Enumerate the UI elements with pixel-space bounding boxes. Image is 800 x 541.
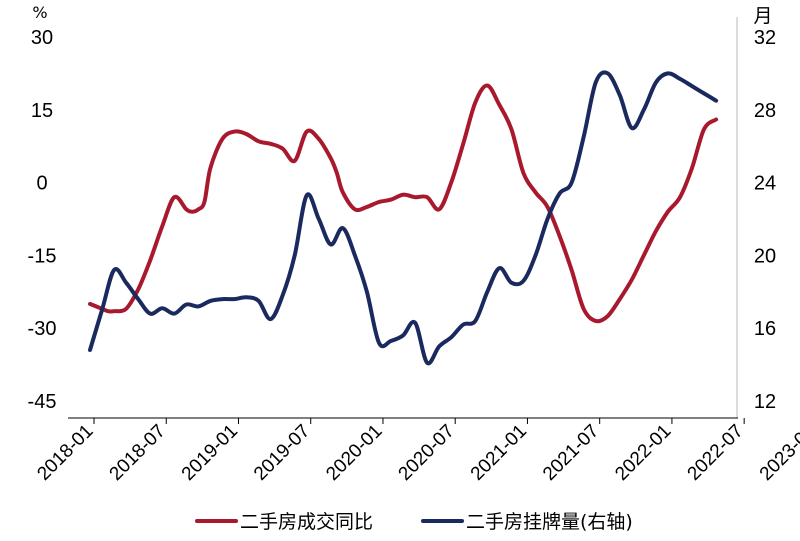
legend-label-series-2: 二手房挂牌量(右轴) bbox=[466, 511, 633, 533]
series-lines bbox=[88, 70, 719, 366]
series-line-1 bbox=[88, 83, 719, 324]
right-axis-ticks: 32 28 24 20 16 12 bbox=[754, 27, 776, 413]
right-tick-label: 16 bbox=[754, 318, 776, 340]
x-tick-label: 2022-07 bbox=[684, 421, 748, 485]
right-tick-label: 28 bbox=[754, 100, 776, 122]
x-tick-label: 2019-01 bbox=[178, 421, 242, 485]
left-tick-label: 30 bbox=[31, 27, 53, 49]
left-axis-unit: % bbox=[32, 3, 47, 22]
right-tick-label: 12 bbox=[754, 391, 776, 413]
x-tick-label: 2022-01 bbox=[611, 421, 675, 485]
legend: 二手房成交同比 二手房挂牌量(右轴) bbox=[195, 511, 633, 533]
forecast-shaded-region bbox=[736, 17, 738, 418]
left-tick-label: -15 bbox=[28, 245, 57, 267]
right-tick-label: 20 bbox=[754, 245, 776, 267]
x-tick-label: 2021-07 bbox=[539, 421, 603, 485]
x-tick-label: 2018-01 bbox=[33, 421, 97, 485]
left-axis-ticks: 30 15 0 -15 -30 -45 bbox=[28, 27, 57, 413]
series-line-2-shaded-part bbox=[90, 72, 716, 363]
legend-label-series-1: 二手房成交同比 bbox=[240, 511, 373, 533]
left-tick-label: 15 bbox=[31, 100, 53, 122]
right-tick-label: 24 bbox=[754, 173, 776, 195]
left-tick-label: -30 bbox=[28, 318, 57, 340]
shaded-region-rect bbox=[736, 17, 738, 418]
x-axis-ticks: 2018-01 2018-07 2019-01 2019-07 2020-01 2020-… bbox=[33, 418, 800, 485]
right-axis-unit: 月 bbox=[753, 5, 772, 27]
series-line-2 bbox=[88, 70, 719, 366]
x-tick-label: 2021-01 bbox=[467, 421, 531, 485]
x-tick-label: 2018-07 bbox=[106, 421, 170, 485]
x-tick-label: 2019-07 bbox=[250, 421, 314, 485]
left-tick-label: -45 bbox=[28, 391, 57, 413]
x-tick-label: 2023-01 bbox=[756, 421, 800, 485]
x-tick-label: 2020-01 bbox=[322, 421, 386, 485]
left-tick-label: 0 bbox=[36, 173, 47, 195]
x-tick-label: 2020-07 bbox=[395, 421, 459, 485]
right-tick-label: 32 bbox=[754, 27, 776, 49]
